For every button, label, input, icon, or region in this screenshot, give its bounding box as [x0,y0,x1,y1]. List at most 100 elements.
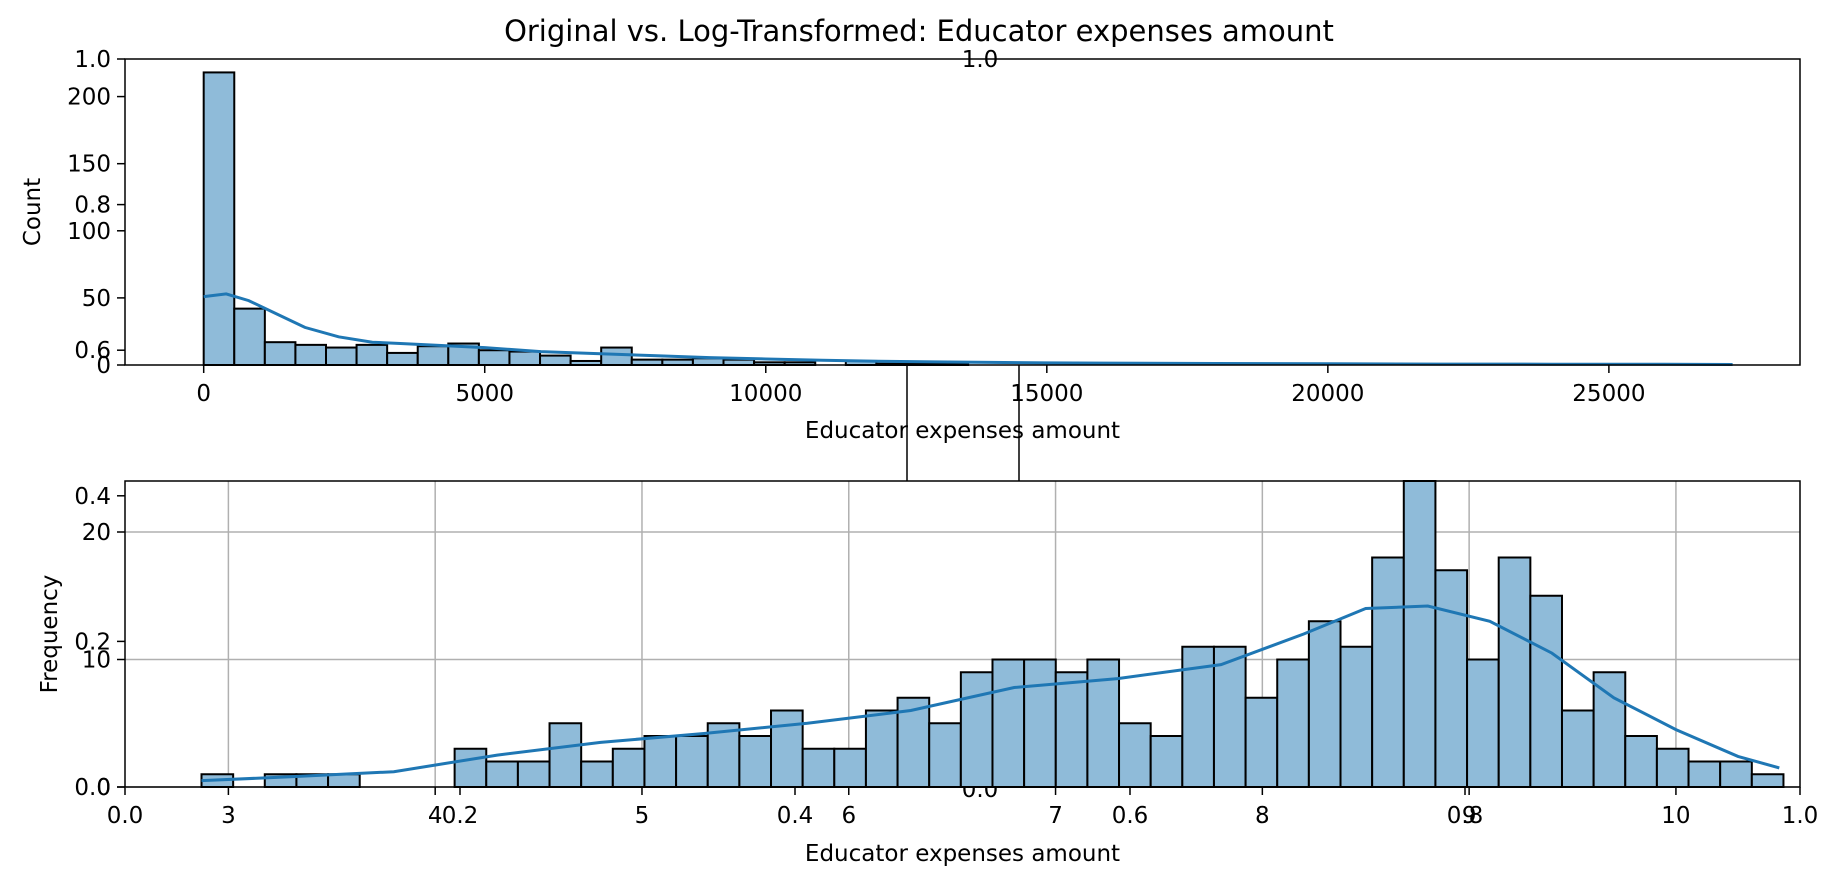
x-tick-label: 7 [1048,803,1063,829]
y-tick-label: 10 [82,648,111,674]
kde-line [203,292,1733,366]
y-tick-label: 100 [67,219,111,245]
histogram-bar [611,747,646,788]
histogram-bar [233,307,266,367]
histogram-bar [959,671,994,788]
x-tick-label: 0 [196,381,211,407]
histogram-bar [1054,671,1089,788]
x-axis-label: Educator expenses amount [805,418,1120,444]
x-tick-label: 10 [1661,803,1690,829]
histogram-bar [1750,773,1785,788]
ghost-x-tick-label: 0.2 [442,803,479,829]
histogram-bar [453,747,488,788]
x-axis-label: Educator expenses amount [805,841,1120,867]
ghost-y-tick-label: 0.4 [74,484,111,510]
histogram-bar [1118,722,1152,788]
histogram-bar [1434,569,1469,788]
histogram-bar [1560,709,1595,788]
histogram-bar [1687,760,1722,788]
histogram-bar [485,760,519,788]
histogram-bar [661,358,694,367]
ghost-x-tick-label: 0.6 [1112,803,1149,829]
histogram-bar [1719,760,1753,788]
ghost-axes: 0.00.20.40.60.81.00.0 0.2 0.4 0.6 0.8 1.00.01… [74,47,1818,829]
histogram-bar [1149,735,1184,788]
histogram-bar [770,709,804,788]
histogram-bar [600,346,633,367]
ghost-x-tick-label: 0.4 [777,803,814,829]
top-panel: 0 5000 10000 15000 20000 25000 0 50 100 150 200 Edu… [20,58,1801,444]
histogram-bar [864,709,899,788]
histogram-bar [202,71,236,366]
ghost-y-tick-label: 0.6 [74,338,111,364]
x-tick-label: 8 [1255,803,1270,829]
histogram-bar [516,760,551,788]
histogram-bar [355,343,389,366]
ghost-x-tick-label: 0.8 [1447,803,1484,829]
histogram-bar [1339,645,1374,788]
histogram-bar [801,747,836,788]
histogram-bar [539,354,572,366]
x-tick-label: 20000 [1291,381,1364,407]
histogram-bar [1592,671,1627,788]
histogram-bar [294,343,328,366]
y-axis-label: Frequency [37,575,63,694]
x-tick-label: 10000 [729,381,802,407]
ghost-top-label: 1.0 [962,47,999,73]
histogram-bar [1624,735,1658,788]
ghost-y-tick-label: 0.2 [74,629,111,655]
x-tick-label: 9 [1462,803,1477,829]
y-tick-label: 20 [82,520,111,546]
histogram-bar [1276,658,1310,788]
histogram-bar [1212,645,1247,788]
histogram-bar [386,351,419,366]
histogram-bar [580,760,614,788]
histogram-bar [325,346,358,367]
y-tick-label: 200 [67,85,111,111]
histogram-bar [722,358,756,367]
histogram-bar [1497,556,1532,788]
axes-frame [124,58,1801,366]
x-tick-label: 6 [841,803,856,829]
histogram-bar [643,735,678,788]
axes-frame [124,480,1801,788]
histogram-bar [1244,696,1279,788]
histogram-bar [1023,658,1057,788]
histogram-bar [1371,556,1405,788]
histogram-bar [1466,658,1500,788]
histogram-bar [508,350,542,367]
ghost-x-tick-label: 1.0 [1782,803,1819,829]
ghost-y-tick-label: 1.0 [74,47,111,73]
histogram-bar [738,735,773,788]
x-tick-label: 5 [635,803,650,829]
histogram-bar [1655,747,1690,788]
y-tick-label: 150 [67,152,111,178]
y-axis-label: Count [20,178,46,246]
x-tick-label: 4 [428,803,443,829]
histogram-bar [1529,594,1563,788]
histogram-bar [630,358,664,367]
histogram-bar [1307,620,1342,788]
x-tick-label: 15000 [1010,381,1083,407]
kde-line [201,604,1780,783]
histogram-bar [416,345,450,367]
y-tick-label: 0 [96,353,111,379]
y-tick-label: 50 [82,286,111,312]
figure-title: Original vs. Log-Transformed: Educator e… [504,14,1334,48]
histogram-bar [548,722,583,788]
x-tick-label: 5000 [455,381,514,407]
histogram-bar [1402,480,1437,788]
bottom-panel: 3 4 5 6 7 8 9 10 0 10 20 Educator expenses amount Fr… [37,480,1801,867]
histogram-bar [833,747,867,788]
y-tick-label: 0 [96,775,111,801]
x-tick-label: 25000 [1572,381,1645,407]
histogram-bar [991,658,1026,788]
histogram-bar [928,722,962,788]
x-tick-label: 3 [221,803,236,829]
ghost-y-tick-label: 0.0 [74,775,111,801]
histogram-bar [675,735,709,788]
ghost-y-tick-label: 0.8 [74,193,111,219]
ghost-x-tick-label: 0.0 [107,803,144,829]
histogram-bar [477,349,511,367]
